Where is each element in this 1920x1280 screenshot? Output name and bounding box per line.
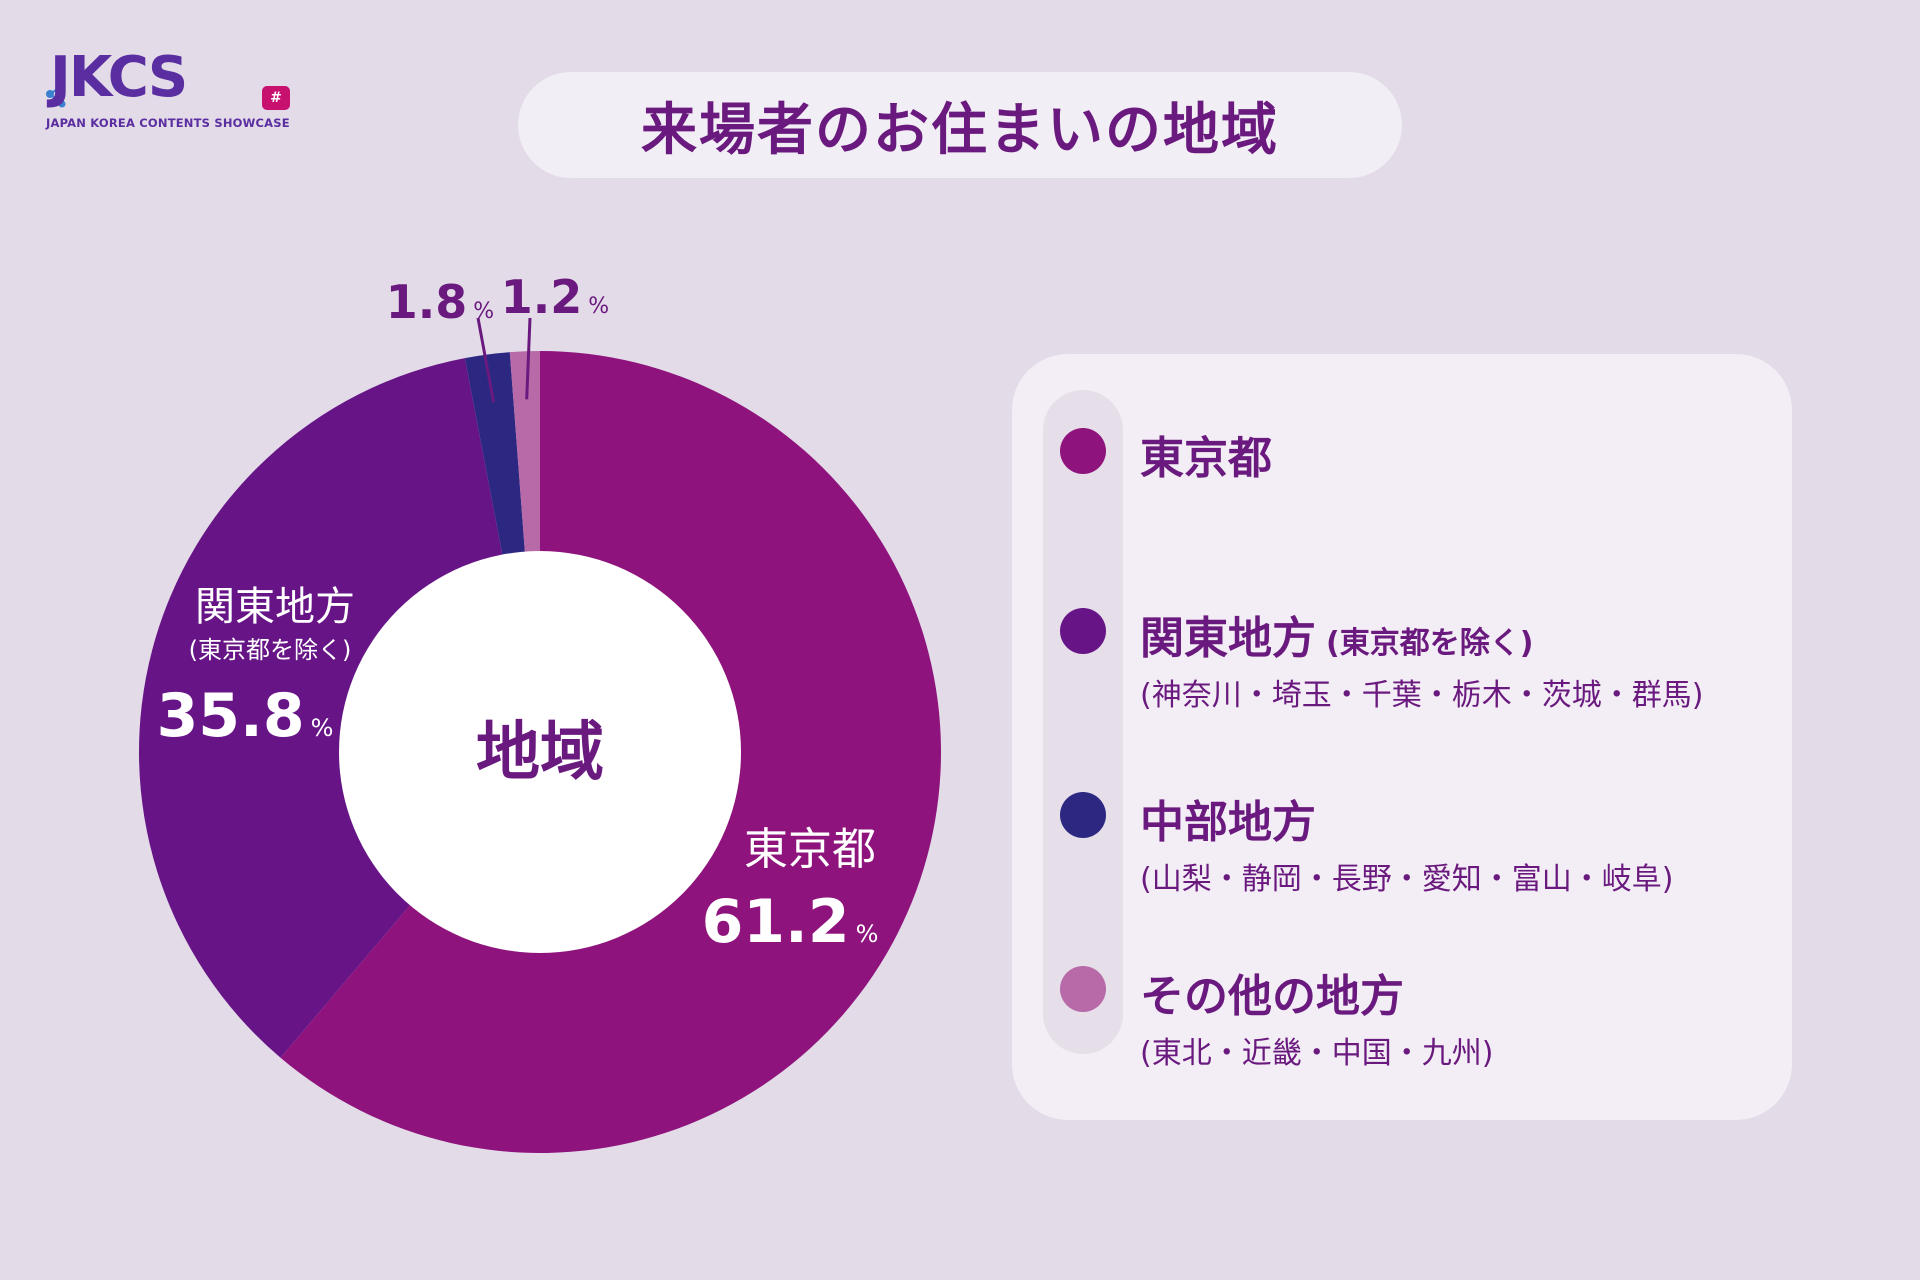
value-label-chubu: 1.8% xyxy=(386,275,494,329)
legend-name: 東京都 xyxy=(1140,422,1272,486)
center-label: 地域 xyxy=(476,716,604,790)
logo-mark: JKCS xyxy=(50,50,188,106)
legend-sublabel: (山梨・静岡・長野・愛知・富山・岐阜) xyxy=(1140,862,1674,897)
title-pill: 来場者のお住まいの地域 xyxy=(518,72,1402,178)
logo-subtitle: JAPAN KOREA CONTENTS SHOWCASE xyxy=(46,116,290,130)
legend-name-note: (東京都を除く) xyxy=(1326,626,1534,661)
logo-mark-text: JKCS xyxy=(50,45,188,110)
slice-2 xyxy=(138,358,540,1058)
legend-swatch xyxy=(1060,792,1106,838)
network-icon xyxy=(46,82,66,108)
legend-name: その他の地方 xyxy=(1140,960,1404,1024)
slice-note-kanto: (東京都を除く) xyxy=(189,636,352,664)
leader-line-chubu xyxy=(476,317,496,403)
value-label-kanto: 35.8% xyxy=(157,681,334,751)
value-label-tokyo: 61.2% xyxy=(702,887,879,957)
slice-label-tokyo: 東京都 xyxy=(744,824,876,875)
legend-name: 関東地方 (東京都を除く) xyxy=(1140,602,1533,666)
value-label-others: 1.2% xyxy=(501,270,609,324)
leader-line-others xyxy=(525,317,532,400)
legend-panel xyxy=(1012,354,1792,1120)
legend-name: 中部地方 xyxy=(1140,786,1316,850)
slice-label-kanto: 関東地方 xyxy=(195,584,355,630)
legend-rail xyxy=(1043,390,1123,1054)
legend-swatch xyxy=(1060,608,1106,654)
legend-name-text: 東京都 xyxy=(1140,433,1272,484)
legend-swatch xyxy=(1060,966,1106,1012)
legend-name-text: 関東地方 xyxy=(1140,613,1316,664)
legend-name-text: 中部地方 xyxy=(1140,797,1316,848)
jkcs-logo: JKCS # JAPAN KOREA CONTENTS SHOWCASE xyxy=(44,46,304,136)
legend-sublabel: (東北・近畿・中国・九州) xyxy=(1140,1036,1494,1071)
page-title: 来場者のお住まいの地域 xyxy=(641,97,1279,163)
donut-hole xyxy=(339,551,741,953)
legend-sublabel: (神奈川・埼玉・千葉・栃木・茨城・群馬) xyxy=(1140,678,1704,713)
logo-badge: # xyxy=(262,86,290,110)
legend-swatch xyxy=(1060,428,1106,474)
legend-name-text: その他の地方 xyxy=(1140,971,1404,1022)
